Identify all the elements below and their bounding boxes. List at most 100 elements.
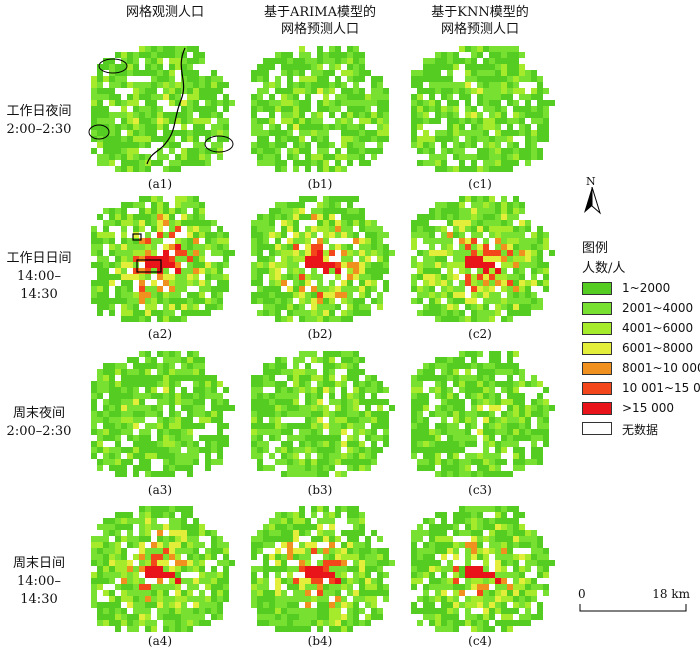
grid-cell bbox=[501, 274, 507, 280]
grid-cell bbox=[145, 220, 151, 226]
grid-cell bbox=[127, 530, 133, 536]
grid-cell bbox=[115, 52, 121, 58]
grid-cell bbox=[145, 106, 151, 112]
grid-cell bbox=[293, 608, 299, 614]
grid-cell bbox=[211, 548, 217, 554]
grid-cell bbox=[447, 429, 453, 435]
grid-cell bbox=[217, 232, 223, 238]
grid-cell bbox=[441, 250, 447, 256]
grid-cell bbox=[263, 106, 269, 112]
grid-cell bbox=[281, 620, 287, 626]
grid-cell bbox=[489, 393, 495, 399]
grid-cell bbox=[103, 554, 109, 560]
grid-cell bbox=[139, 435, 145, 441]
grid-cell bbox=[205, 112, 211, 118]
grid-cell bbox=[411, 256, 417, 262]
grid-cell bbox=[311, 512, 317, 518]
grid-cell bbox=[133, 584, 139, 590]
grid-cell bbox=[103, 232, 109, 238]
grid-cell bbox=[371, 238, 377, 244]
grid-cell bbox=[531, 244, 537, 250]
grid-cell bbox=[157, 160, 163, 166]
grid-cell bbox=[169, 232, 175, 238]
grid-cell bbox=[287, 208, 293, 214]
grid-cell bbox=[411, 262, 417, 268]
grid-cell bbox=[91, 244, 97, 250]
grid-cell bbox=[335, 58, 341, 64]
grid-cell bbox=[317, 530, 323, 536]
grid-cell bbox=[543, 238, 549, 244]
grid-cell bbox=[477, 304, 483, 310]
grid-cell bbox=[423, 238, 429, 244]
grid-cell bbox=[483, 124, 489, 130]
grid-cell bbox=[299, 106, 305, 112]
grid-cell bbox=[199, 262, 205, 268]
grid-cell bbox=[365, 405, 371, 411]
grid-cell bbox=[371, 220, 377, 226]
grid-cell bbox=[251, 244, 257, 250]
grid-cell bbox=[477, 405, 483, 411]
grid-cell bbox=[383, 94, 389, 100]
grid-cell bbox=[145, 142, 151, 148]
hotspot-cell bbox=[477, 262, 483, 268]
grid-cell bbox=[447, 620, 453, 626]
grid-cell bbox=[121, 471, 127, 477]
grid-cell bbox=[281, 298, 287, 304]
grid-cell bbox=[133, 58, 139, 64]
grid-cell bbox=[501, 602, 507, 608]
grid-cell bbox=[341, 602, 347, 608]
grid-cell bbox=[127, 286, 133, 292]
grid-cell bbox=[435, 136, 441, 142]
grid-cell bbox=[299, 142, 305, 148]
grid-cell bbox=[103, 548, 109, 554]
grid-cell bbox=[483, 536, 489, 542]
grid-cell bbox=[323, 286, 329, 292]
grid-cell bbox=[311, 136, 317, 142]
grid-cell bbox=[417, 560, 423, 566]
grid-cell bbox=[323, 441, 329, 447]
grid-cell bbox=[305, 196, 311, 202]
grid-cell bbox=[127, 381, 133, 387]
grid-cell bbox=[317, 614, 323, 620]
grid-cell bbox=[323, 548, 329, 554]
grid-cell bbox=[507, 614, 513, 620]
grid-cell bbox=[91, 82, 97, 88]
grid-cell bbox=[163, 166, 169, 172]
grid-cell bbox=[365, 459, 371, 465]
grid-cell bbox=[121, 411, 127, 417]
grid-cell bbox=[329, 620, 335, 626]
grid-cell bbox=[471, 208, 477, 214]
grid-cell bbox=[299, 250, 305, 256]
grid-cell bbox=[423, 118, 429, 124]
grid-cell bbox=[383, 423, 389, 429]
grid-cell bbox=[411, 112, 417, 118]
grid-cell bbox=[293, 214, 299, 220]
grid-cell bbox=[145, 530, 151, 536]
grid-cell bbox=[109, 399, 115, 405]
hotspot-cell bbox=[305, 256, 311, 262]
grid-cell bbox=[305, 584, 311, 590]
grid-cell bbox=[501, 64, 507, 70]
grid-cell bbox=[187, 560, 193, 566]
grid-cell bbox=[293, 160, 299, 166]
grid-cell bbox=[495, 160, 501, 166]
grid-cell bbox=[257, 148, 263, 154]
grid-cell bbox=[229, 250, 235, 256]
grid-cell bbox=[329, 202, 335, 208]
grid-cell bbox=[275, 399, 281, 405]
grid-cell bbox=[257, 387, 263, 393]
grid-cell bbox=[489, 387, 495, 393]
grid-cell bbox=[501, 262, 507, 268]
grid-cell bbox=[347, 268, 353, 274]
grid-cell bbox=[175, 130, 181, 136]
grid-cell bbox=[353, 298, 359, 304]
grid-cell bbox=[513, 268, 519, 274]
grid-cell bbox=[359, 238, 365, 244]
grid-cell bbox=[483, 160, 489, 166]
grid-cell bbox=[453, 112, 459, 118]
grid-cell bbox=[341, 280, 347, 286]
grid-cell bbox=[417, 399, 423, 405]
grid-cell bbox=[157, 70, 163, 76]
grid-cell bbox=[193, 220, 199, 226]
grid-cell bbox=[341, 530, 347, 536]
